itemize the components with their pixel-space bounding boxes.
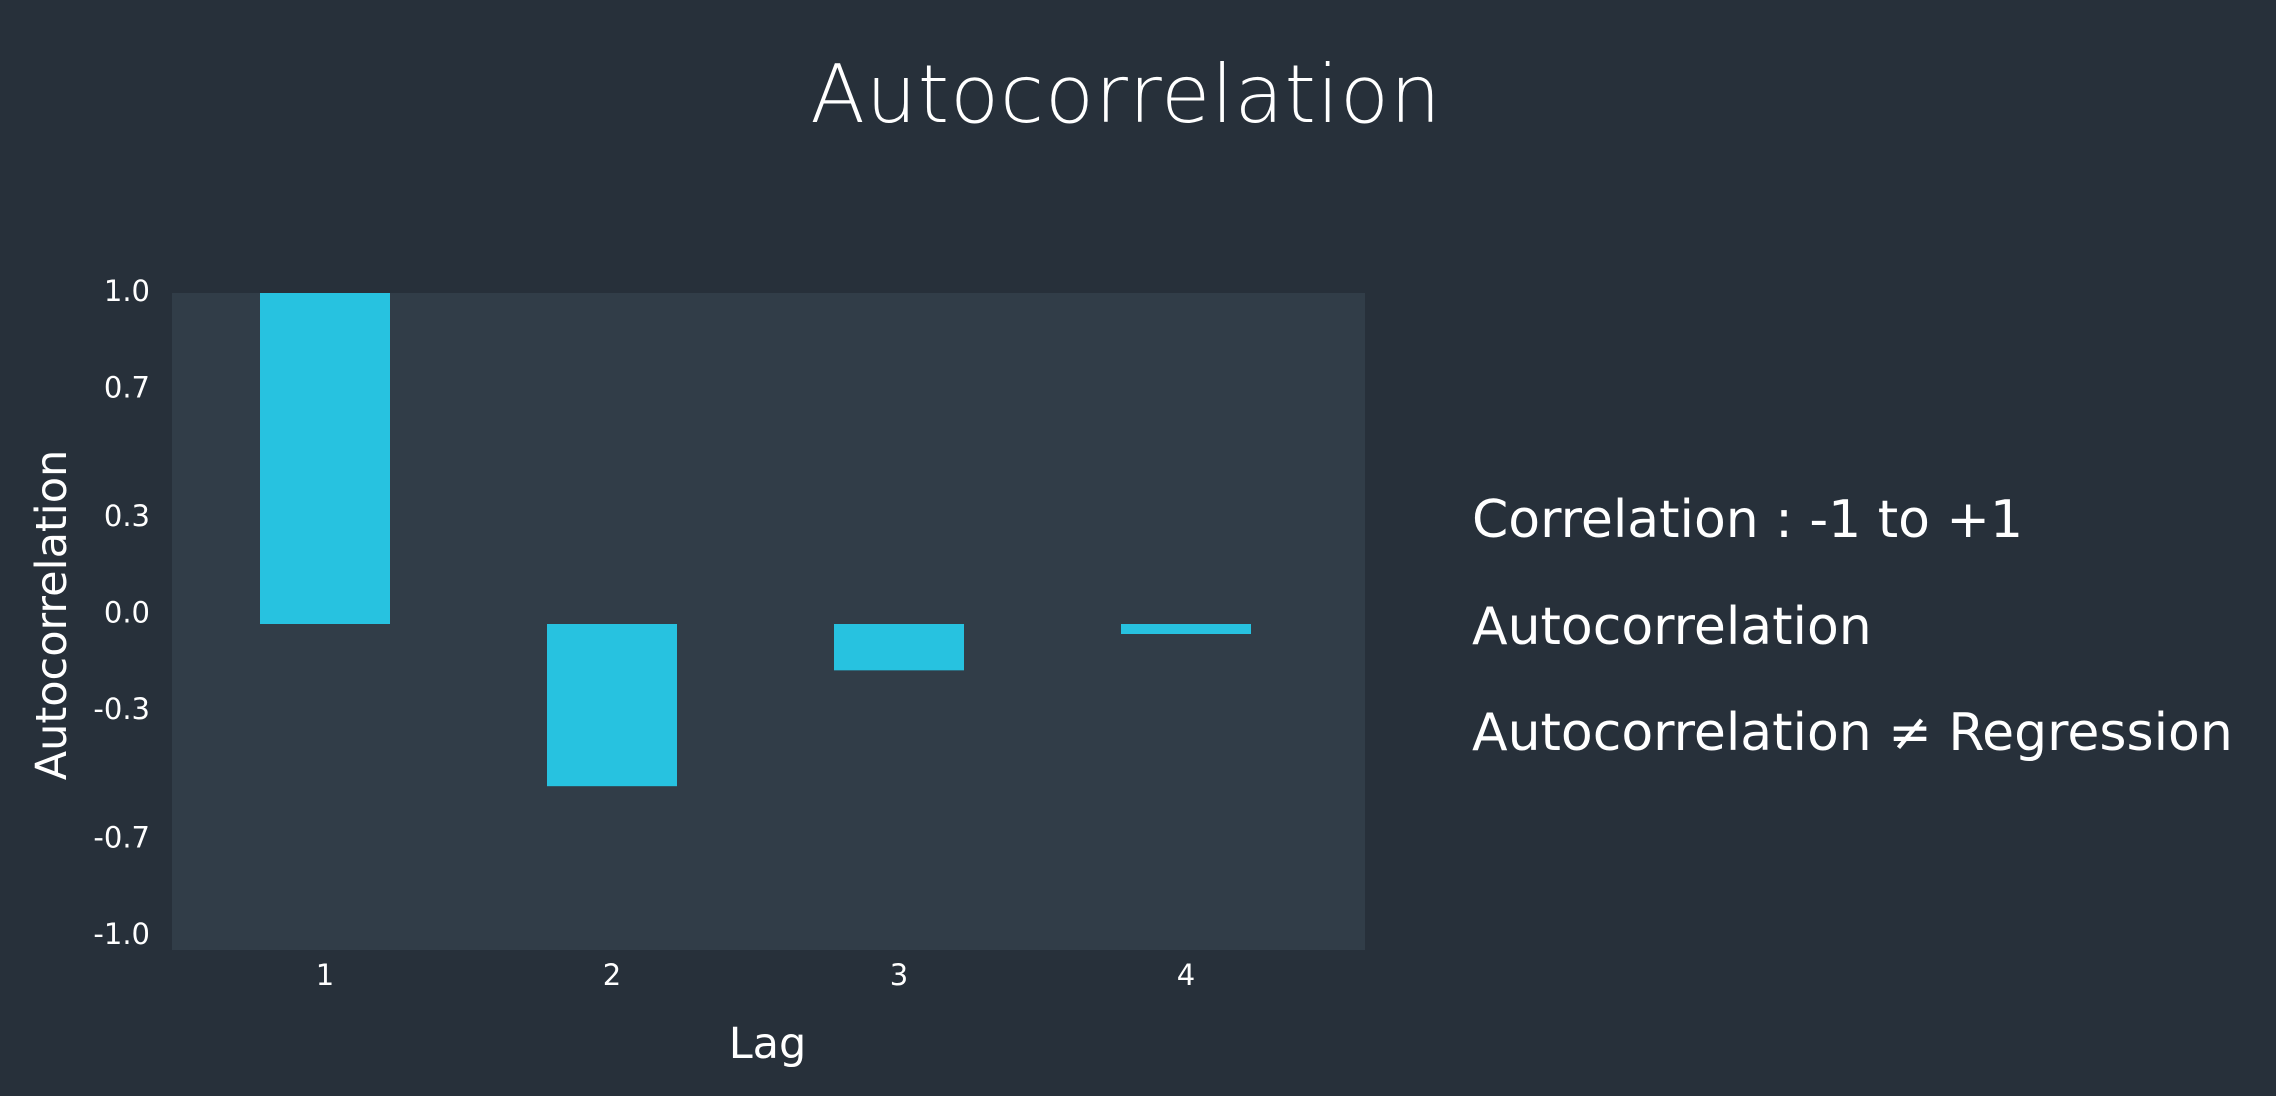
y-tick-label: -1.0 (93, 917, 150, 951)
x-axis-ticks: 1 2 3 4 (316, 958, 1195, 992)
bars (260, 293, 1251, 787)
note-autocorrelation: Autocorrelation (1472, 597, 1872, 657)
bar-lag-1 (260, 293, 390, 624)
x-tick-label: 4 (1177, 958, 1195, 992)
note-correlation-range: Correlation : -1 to +1 (1472, 490, 2024, 550)
x-axis-label: Lag (729, 1019, 807, 1069)
bar-lag-3 (834, 624, 964, 671)
page-title: Autocorrelation (810, 48, 1442, 141)
bar-lag-4 (1121, 624, 1251, 634)
x-tick-label: 3 (890, 958, 908, 992)
y-tick-label: -0.7 (93, 821, 150, 855)
y-tick-label: 0.0 (104, 596, 150, 630)
y-axis-label: Autocorrelation (27, 450, 77, 781)
note-autocorrelation-vs-regression: Autocorrelation ≠ Regression (1472, 703, 2233, 763)
y-axis-ticks: 1.0 0.7 0.3 0.0 -0.3 -0.7 -1.0 (93, 274, 150, 951)
y-tick-label: 0.3 (104, 499, 150, 533)
autocorrelation-bar-chart: 1.0 0.7 0.3 0.0 -0.3 -0.7 -1.0 1 2 3 4 Lag Autoco… (27, 274, 1365, 1069)
x-tick-label: 1 (316, 958, 334, 992)
y-tick-label: 1.0 (104, 274, 150, 308)
y-tick-label: -0.3 (93, 692, 150, 726)
bar-lag-2 (547, 624, 677, 787)
x-tick-label: 2 (603, 958, 621, 992)
y-tick-label: 0.7 (104, 370, 150, 404)
